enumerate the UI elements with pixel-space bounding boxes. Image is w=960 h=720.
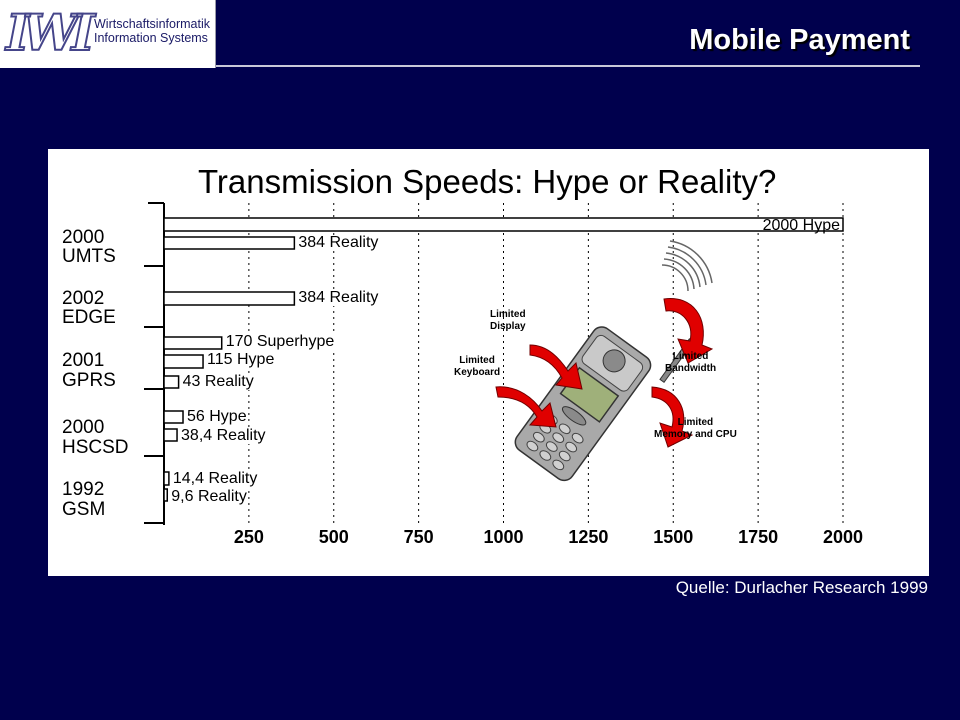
label-limited-bandwidth: Limited Bandwidth [665, 351, 717, 374]
logo-line-2: Information Systems [94, 31, 208, 45]
bar-label: 56 Hype [186, 408, 248, 425]
x-tick-label: 500 [318, 527, 349, 547]
category-name: HSCSD [62, 437, 129, 458]
bar [163, 354, 204, 369]
bar-label: 384 Reality [297, 234, 380, 251]
speed-chart [144, 202, 844, 525]
bar [163, 375, 180, 389]
bar [163, 236, 296, 250]
label-limited-display: Limited Display [490, 309, 526, 332]
bar [163, 410, 184, 424]
bar [163, 488, 169, 502]
bar-layer [163, 217, 844, 502]
category-name: EDGE [62, 307, 116, 328]
category-name: GSM [62, 499, 106, 520]
arrow-icon-bandwidth [663, 298, 714, 364]
label-limited-memory: Limited Memory and CPU [654, 417, 737, 440]
slide-title: Mobile Payment [689, 24, 910, 56]
logo-line-1: Wirtschaftsinformatik [94, 17, 210, 31]
phone-illustration [495, 240, 714, 482]
bar [163, 217, 844, 232]
label-limited-keyboard: Limited Keyboard [454, 355, 501, 378]
arrow-icon-keyboard [495, 386, 557, 428]
bar-label: 14,4 Reality [171, 470, 259, 487]
x-tick-label: 750 [403, 527, 434, 547]
arrow-icon-memory [651, 386, 694, 448]
bar-label: 115 Hype [206, 351, 276, 368]
x-tick-label: 2000 [822, 527, 864, 547]
bar-label: 9,6 Reality [170, 488, 248, 505]
logo-text: Wirtschaftsinformatik Information System… [94, 17, 210, 45]
category-name: UMTS [62, 246, 116, 267]
bar-label: 384 Reality [297, 289, 380, 306]
x-tick-label: 1250 [568, 527, 609, 547]
x-tick-label: 1000 [483, 527, 524, 547]
bar-label: 170 Superhype [224, 333, 336, 350]
bar-label: 38,4 Reality [180, 427, 267, 444]
source-citation: Quelle: Durlacher Research 1999 [675, 578, 928, 597]
category-year: 2001 [62, 350, 105, 371]
grid-layer [248, 203, 844, 525]
axis-layer [144, 202, 165, 525]
logo-mark: IWI [5, 3, 96, 62]
arrow-icon-display [529, 344, 583, 390]
iwi-logo: IWI Wirtschaftsinformatik Information Sy… [0, 0, 216, 68]
x-tick-label: 1500 [653, 527, 694, 547]
category-name: GPRS [62, 370, 116, 391]
bar [163, 291, 296, 306]
category-year: 2002 [62, 288, 105, 309]
title-divider [216, 65, 920, 67]
category-year: 1992 [62, 479, 105, 500]
category-year: 2000 [62, 417, 105, 438]
bar-label: 43 Reality [181, 373, 255, 390]
category-year: 2000 [62, 227, 105, 248]
bar [163, 428, 178, 442]
bar [163, 336, 223, 350]
x-tick-label: 250 [233, 527, 264, 547]
bar [163, 471, 170, 486]
signal-waves-icon [661, 240, 713, 292]
chart-title: Transmission Speeds: Hype or Reality? [198, 163, 777, 200]
x-tick-label: 1750 [738, 527, 779, 547]
chart-panel: Transmission Speeds: Hype or Reality? 20… [48, 149, 929, 576]
bar-label: 2000 Hype [762, 217, 840, 234]
